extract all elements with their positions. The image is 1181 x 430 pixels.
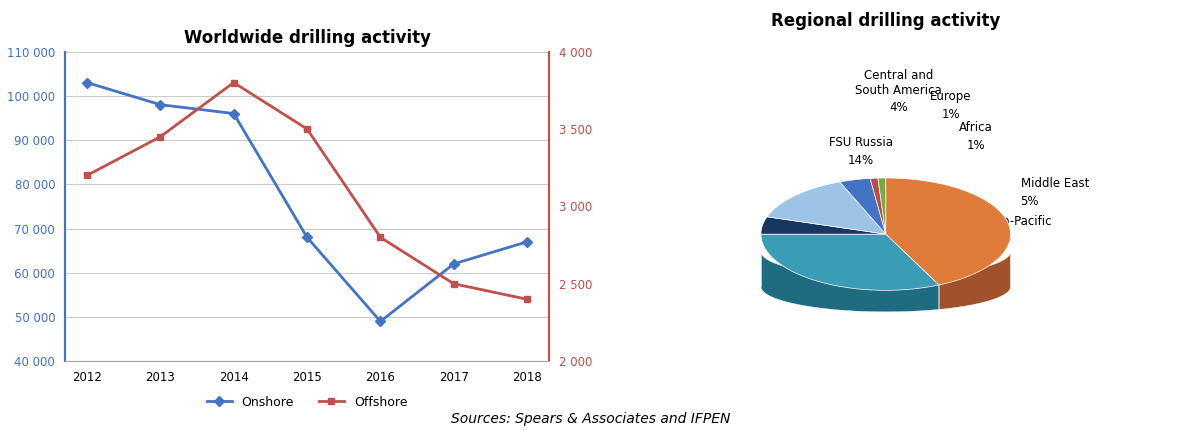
Text: Sources: Spears & Associates and IFPEN: Sources: Spears & Associates and IFPEN [451,412,730,426]
Polygon shape [766,182,886,234]
Legend: Onshore, Offshore: Onshore, Offshore [202,391,412,414]
Text: 5%: 5% [1020,195,1039,208]
Text: 4%: 4% [889,101,907,114]
Text: Europe: Europe [929,90,972,103]
Text: 1%: 1% [941,108,960,120]
Text: 43%: 43% [810,266,836,279]
Text: 1%: 1% [966,139,985,152]
Polygon shape [761,252,939,312]
Polygon shape [877,178,886,234]
Text: 32%: 32% [986,232,1012,246]
Polygon shape [761,234,939,290]
Polygon shape [761,217,886,234]
Text: FSU Russia: FSU Russia [829,136,893,149]
Text: Africa: Africa [959,121,992,134]
Title: Worldwide drilling activity: Worldwide drilling activity [183,29,431,47]
Polygon shape [886,178,1011,285]
Title: Regional drilling activity: Regional drilling activity [771,12,1000,30]
Text: Central and
South America: Central and South America [855,69,941,97]
Text: Middle East: Middle East [1020,178,1089,190]
Text: North America: North America [781,249,866,261]
Polygon shape [840,178,886,234]
Text: 14%: 14% [848,154,874,167]
Text: Asia-Pacific: Asia-Pacific [986,215,1052,228]
Polygon shape [939,252,1011,310]
Polygon shape [870,178,886,234]
